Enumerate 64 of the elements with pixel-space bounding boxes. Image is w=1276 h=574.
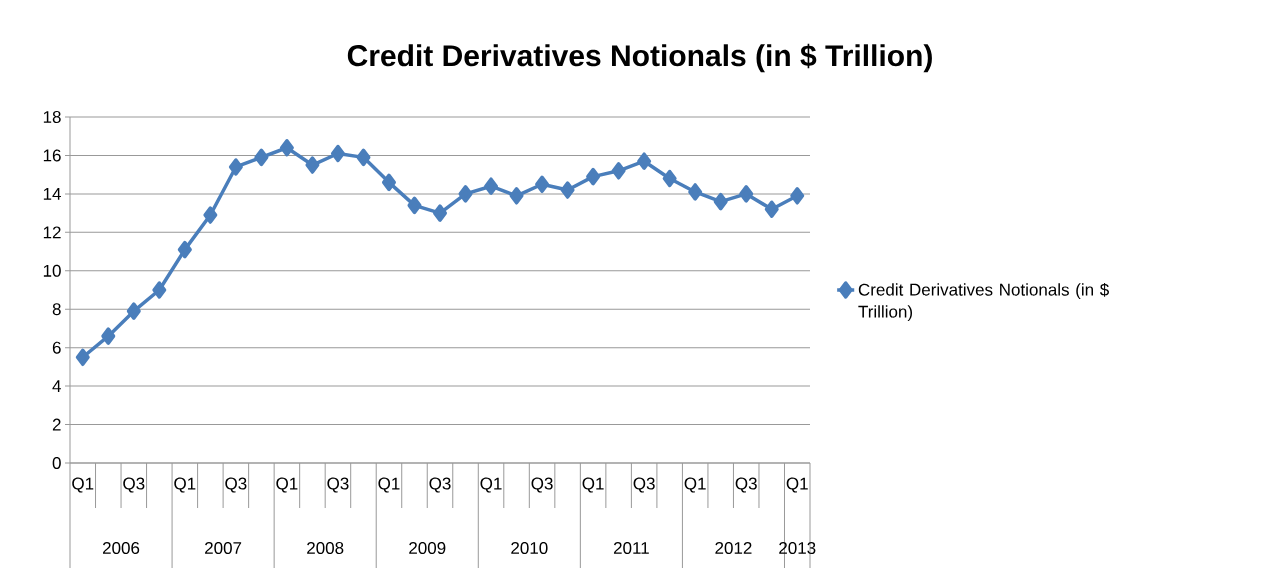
- x-tick-label: Q1: [72, 477, 94, 493]
- x-tick-label: Q3: [225, 477, 247, 493]
- point: [433, 204, 448, 222]
- point: [586, 167, 601, 186]
- x-tick-label: Q1: [480, 477, 502, 493]
- point: [560, 181, 575, 199]
- y-tick-label: 14: [43, 188, 61, 200]
- point: [279, 139, 294, 157]
- x-tick-label: Q3: [735, 477, 757, 493]
- x-tick-label: Q3: [429, 477, 451, 493]
- point: [764, 200, 779, 219]
- point: [177, 240, 192, 259]
- x-tick-label: Q3: [327, 477, 349, 493]
- point: [509, 187, 524, 205]
- point: [739, 185, 754, 203]
- point: [203, 206, 218, 224]
- point: [611, 162, 626, 180]
- text: 2011: [613, 541, 649, 555]
- text: 2007: [205, 541, 242, 555]
- point: [662, 169, 677, 188]
- x-tick-label: Q1: [582, 477, 604, 493]
- point: [458, 185, 473, 203]
- text: 2012: [715, 541, 752, 555]
- legend-label: Credit Derivatives Notionals (in $ Trillion): [858, 282, 1109, 322]
- x-tick-label: Q1: [786, 477, 808, 493]
- point: [254, 148, 269, 167]
- y-tick-label: 6: [52, 341, 61, 354]
- point: [356, 148, 371, 167]
- y-tick-label: 18: [43, 110, 61, 124]
- point: [126, 302, 141, 320]
- point: [305, 156, 320, 174]
- x-tick-label: Q1: [276, 477, 298, 493]
- y-tick-label: 2: [52, 418, 61, 431]
- text: 2008: [307, 541, 344, 555]
- text: 2010: [511, 541, 548, 555]
- y-tick-label: 12: [43, 226, 61, 239]
- point: [688, 183, 703, 201]
- x-tick-label: Q3: [633, 477, 655, 493]
- point: [535, 175, 550, 194]
- point: [101, 327, 116, 345]
- point: [790, 187, 805, 205]
- text: 2013: [779, 541, 816, 555]
- point: [484, 177, 499, 195]
- point: [330, 144, 345, 163]
- point: [381, 173, 396, 192]
- x-tick-label: Q3: [123, 477, 145, 493]
- point: [637, 152, 652, 170]
- text: 2006: [102, 541, 140, 555]
- y-tick-label: 4: [52, 380, 61, 392]
- y-tick-label: 8: [52, 303, 61, 316]
- point: [713, 192, 728, 211]
- x-tick-label: Q3: [531, 477, 553, 493]
- point: [407, 196, 422, 215]
- y-tick-label: 0: [52, 456, 61, 470]
- x-tick-label: Q1: [378, 477, 400, 493]
- x-tick-label: Q1: [684, 477, 706, 493]
- text: 2009: [409, 541, 446, 555]
- chart-title: Credit Derivatives Notionals (in $ Trillion): [347, 43, 932, 73]
- y-tick-label: 10: [43, 264, 61, 277]
- point: [152, 281, 167, 299]
- x-tick-label: Q1: [174, 477, 196, 493]
- point: [228, 158, 243, 176]
- point: [75, 348, 90, 367]
- y-tick-label: 16: [43, 149, 61, 162]
